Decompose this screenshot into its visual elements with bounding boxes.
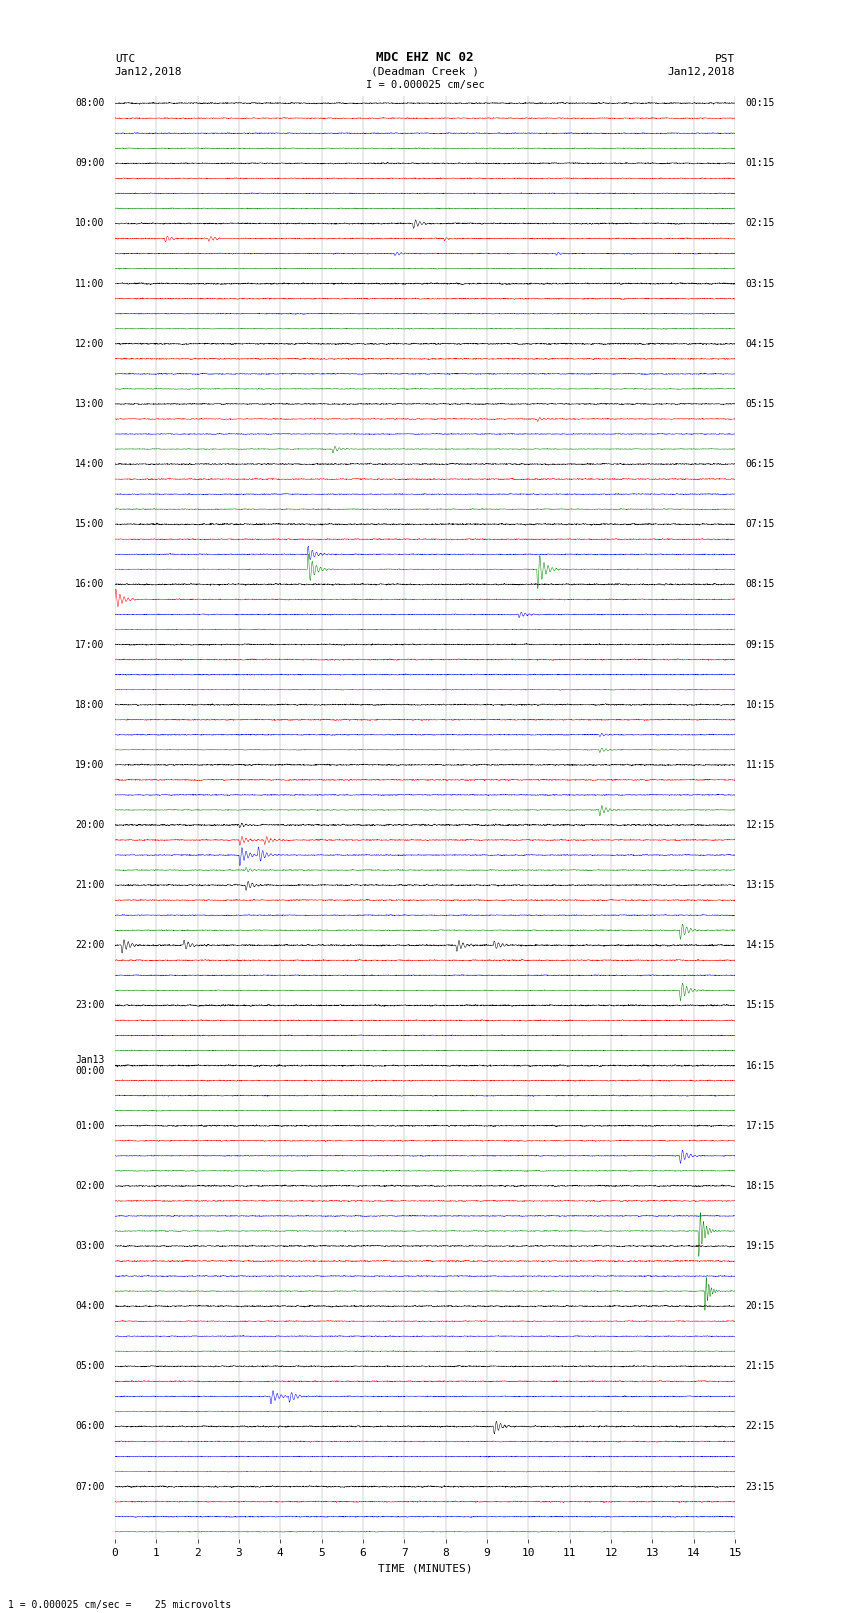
Text: 21:15: 21:15 xyxy=(745,1361,775,1371)
Text: 18:00: 18:00 xyxy=(75,700,105,710)
Text: 08:00: 08:00 xyxy=(75,98,105,108)
Text: 14:00: 14:00 xyxy=(75,460,105,469)
Text: 06:00: 06:00 xyxy=(75,1421,105,1431)
Text: I = 0.000025 cm/sec: I = 0.000025 cm/sec xyxy=(366,81,484,90)
Text: Jan13
00:00: Jan13 00:00 xyxy=(75,1055,105,1076)
Text: 20:15: 20:15 xyxy=(745,1302,775,1311)
Text: 02:00: 02:00 xyxy=(75,1181,105,1190)
Text: 22:15: 22:15 xyxy=(745,1421,775,1431)
Text: 20:00: 20:00 xyxy=(75,819,105,831)
Text: 07:15: 07:15 xyxy=(745,519,775,529)
Text: 16:00: 16:00 xyxy=(75,579,105,589)
Text: 12:15: 12:15 xyxy=(745,819,775,831)
Text: 02:15: 02:15 xyxy=(745,218,775,229)
Text: 04:15: 04:15 xyxy=(745,339,775,348)
Text: 08:15: 08:15 xyxy=(745,579,775,589)
Text: 09:15: 09:15 xyxy=(745,639,775,650)
Text: PST: PST xyxy=(715,53,735,65)
Text: 04:00: 04:00 xyxy=(75,1302,105,1311)
Text: UTC: UTC xyxy=(115,53,135,65)
Text: 05:15: 05:15 xyxy=(745,398,775,410)
Text: 01:00: 01:00 xyxy=(75,1121,105,1131)
Text: 17:00: 17:00 xyxy=(75,639,105,650)
Text: Jan12,2018: Jan12,2018 xyxy=(667,66,735,77)
X-axis label: TIME (MINUTES): TIME (MINUTES) xyxy=(377,1565,473,1574)
Text: 13:00: 13:00 xyxy=(75,398,105,410)
Text: 15:00: 15:00 xyxy=(75,519,105,529)
Text: 16:15: 16:15 xyxy=(745,1061,775,1071)
Text: (Deadman Creek ): (Deadman Creek ) xyxy=(371,66,479,77)
Text: 07:00: 07:00 xyxy=(75,1482,105,1492)
Text: 18:15: 18:15 xyxy=(745,1181,775,1190)
Text: 21:00: 21:00 xyxy=(75,881,105,890)
Text: 09:00: 09:00 xyxy=(75,158,105,168)
Text: 12:00: 12:00 xyxy=(75,339,105,348)
Text: 05:00: 05:00 xyxy=(75,1361,105,1371)
Text: 1 = 0.000025 cm/sec =    25 microvolts: 1 = 0.000025 cm/sec = 25 microvolts xyxy=(8,1600,232,1610)
Text: 17:15: 17:15 xyxy=(745,1121,775,1131)
Text: 11:00: 11:00 xyxy=(75,279,105,289)
Text: 23:00: 23:00 xyxy=(75,1000,105,1010)
Text: 15:15: 15:15 xyxy=(745,1000,775,1010)
Text: Jan12,2018: Jan12,2018 xyxy=(115,66,183,77)
Text: 00:15: 00:15 xyxy=(745,98,775,108)
Text: MDC EHZ NC 02: MDC EHZ NC 02 xyxy=(377,52,473,65)
Text: 11:15: 11:15 xyxy=(745,760,775,769)
Text: 06:15: 06:15 xyxy=(745,460,775,469)
Text: 10:00: 10:00 xyxy=(75,218,105,229)
Text: 03:00: 03:00 xyxy=(75,1240,105,1252)
Text: 03:15: 03:15 xyxy=(745,279,775,289)
Text: 14:15: 14:15 xyxy=(745,940,775,950)
Text: 10:15: 10:15 xyxy=(745,700,775,710)
Text: 13:15: 13:15 xyxy=(745,881,775,890)
Text: 23:15: 23:15 xyxy=(745,1482,775,1492)
Text: 19:15: 19:15 xyxy=(745,1240,775,1252)
Text: 19:00: 19:00 xyxy=(75,760,105,769)
Text: 22:00: 22:00 xyxy=(75,940,105,950)
Text: 01:15: 01:15 xyxy=(745,158,775,168)
